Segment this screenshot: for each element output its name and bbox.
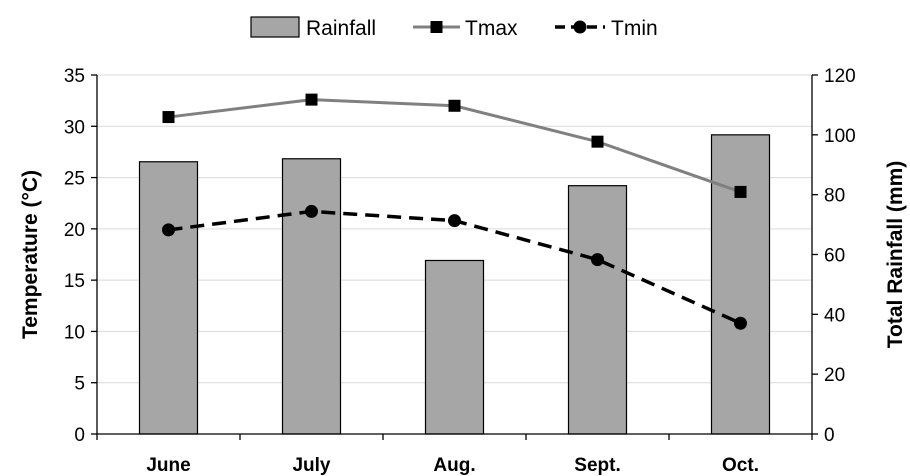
Tmin-point <box>305 204 318 218</box>
Tmin-point <box>734 316 747 330</box>
legend: Rainfall Tmax Tmin <box>250 16 658 40</box>
Tmax-point <box>734 185 747 198</box>
Tmax-point <box>305 93 318 106</box>
left-tick-label: 35 <box>64 66 85 87</box>
Tmax-point <box>162 111 175 124</box>
tick-labels: 0 5 10 15 20 25 30 35 0 20 40 60 80 100 120 June July Aug… <box>19 66 907 476</box>
x-category-label: Oct. <box>722 455 759 476</box>
right-tick-label: 100 <box>824 126 856 147</box>
right-tick-label: 0 <box>824 425 835 446</box>
left-tick-label: 5 <box>74 374 85 395</box>
Tmin-point <box>162 223 175 237</box>
x-category-label: June <box>146 455 190 476</box>
x-category-label: Sept. <box>574 455 620 476</box>
left-tick-label: 20 <box>64 220 85 241</box>
legend-rainfall-label: Rainfall <box>306 17 376 40</box>
x-category-label: Aug. <box>433 455 475 476</box>
rainfall-bar <box>710 134 771 435</box>
Tmin-point <box>591 253 604 267</box>
axes <box>91 74 818 440</box>
x-category-label: July <box>292 455 330 476</box>
legend-tmin-marker <box>573 20 587 34</box>
legend-tmax-label: Tmax <box>465 17 518 40</box>
temperature-lines <box>162 93 747 330</box>
legend-tmax-marker <box>430 21 443 33</box>
Tmax-point <box>591 135 604 148</box>
rainfall-bar <box>281 158 342 435</box>
rainfall-bar <box>138 161 199 435</box>
right-tick-label: 80 <box>824 186 845 207</box>
legend-tmin-label: Tmin <box>611 17 658 40</box>
rainfall-bar <box>424 259 485 435</box>
right-tick-label: 40 <box>824 305 845 326</box>
legend-rainfall-swatch <box>250 16 300 38</box>
left-tick-label: 25 <box>64 169 85 190</box>
Tmin-point <box>448 214 461 228</box>
right-tick-label: 60 <box>824 246 845 267</box>
left-tick-label: 15 <box>64 271 85 292</box>
left-tick-label: 30 <box>64 117 85 138</box>
left-tick-label: 0 <box>74 425 85 446</box>
rainfall-bar <box>567 185 628 435</box>
left-tick-label: 10 <box>64 322 85 343</box>
left-axis-title: Temperature (°C) <box>19 170 42 339</box>
rainfall-bars <box>138 134 771 435</box>
right-tick-label: 120 <box>824 66 856 87</box>
right-tick-label: 20 <box>824 365 845 386</box>
Tmax-point <box>448 99 461 112</box>
Tmax-line <box>168 98 741 194</box>
right-axis-title: Total Rainfall (mm) <box>884 161 907 348</box>
